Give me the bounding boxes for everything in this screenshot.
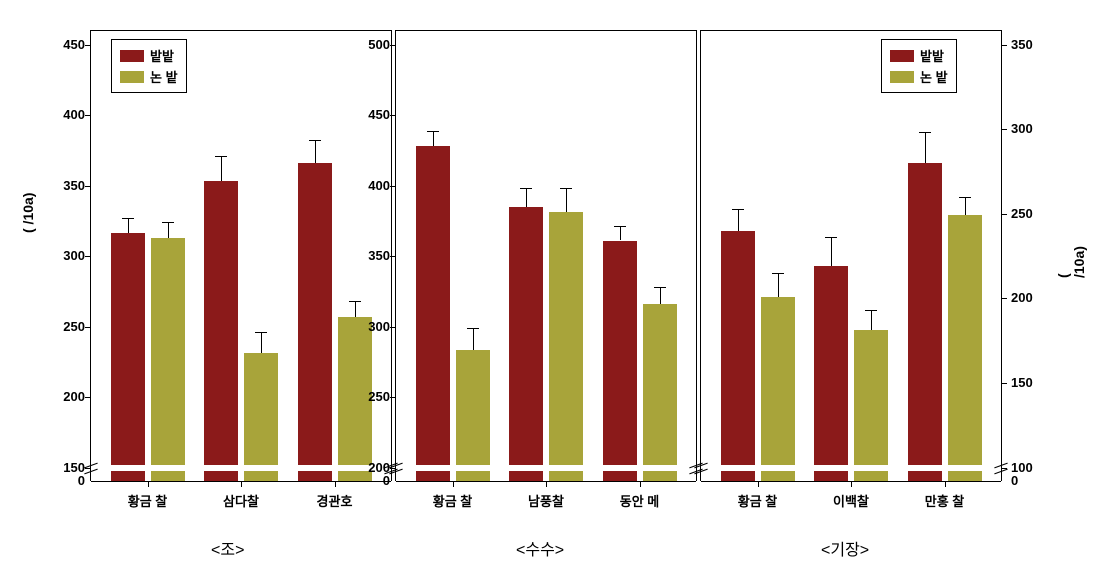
ytick-label: 350	[1011, 37, 1033, 52]
xtick-label: 황금 찰	[423, 491, 483, 510]
bar-series1	[416, 146, 450, 481]
ytick-label: 450	[354, 107, 390, 122]
bar-series2	[244, 353, 278, 481]
ytick-label-zero: 0	[354, 473, 390, 488]
axis-break-icon	[994, 461, 1008, 475]
ytick-label: 400	[354, 178, 390, 193]
y-axis-title-left: ( /10a)	[20, 192, 36, 232]
panel-0: 1502002503003504004500황금 찰삼다찰경관호밭밭논 밭<조>	[90, 30, 392, 481]
axis-break-icon	[84, 461, 98, 475]
xtick-label: 경관호	[305, 491, 365, 510]
ytick-label-zero: 0	[1011, 473, 1018, 488]
ytick-label: 350	[49, 178, 85, 193]
xtick-label: 삼다찰	[211, 491, 271, 510]
bar-series1	[603, 241, 637, 482]
xtick-label: 황금 찰	[118, 491, 178, 510]
bar-series1	[204, 181, 238, 481]
panel-title: <조>	[211, 536, 244, 560]
bar-series2	[456, 350, 490, 481]
legend-swatch-series1	[120, 50, 144, 62]
ytick-label: 300	[354, 319, 390, 334]
bar-series1	[111, 233, 145, 481]
ytick-label: 150	[1011, 375, 1033, 390]
legend-label: 논 밭	[150, 67, 178, 86]
ytick-label: 250	[354, 389, 390, 404]
ytick-label: 250	[1011, 206, 1033, 221]
ytick-label: 300	[1011, 121, 1033, 136]
panel-title: <기장>	[821, 536, 869, 560]
ytick-label: 200	[1011, 290, 1033, 305]
legend-label: 밭밭	[150, 46, 174, 65]
bar-series1	[814, 266, 848, 481]
chart-container: 150 200 250 300 350 400 450 0 황금 찰 삼다찰 경관호 밭밭논 밭 <조>…	[20, 20, 1080, 567]
ytick-label: 450	[49, 37, 85, 52]
xtick-label: 남풍찰	[516, 491, 576, 510]
legend-label: 논 밭	[920, 67, 948, 86]
ytick-label: 300	[49, 248, 85, 263]
xtick-label: 동안 메	[610, 491, 670, 510]
ytick-label: 200	[49, 389, 85, 404]
panel-title: <수수>	[516, 536, 564, 560]
ytick-label: 250	[49, 319, 85, 334]
bar-series1	[298, 163, 332, 481]
bar-series2	[761, 297, 795, 481]
bar-series1	[908, 163, 942, 481]
bar-series2	[854, 330, 888, 481]
y-axis-title-right: ( /10a)	[1055, 246, 1087, 278]
legend-label: 밭밭	[920, 46, 944, 65]
legend-swatch-series2	[890, 71, 914, 83]
bar-series2	[151, 238, 185, 481]
legend-swatch-series1	[890, 50, 914, 62]
ytick-label: 400	[49, 107, 85, 122]
legend-swatch-series2	[120, 71, 144, 83]
bar-series2	[643, 304, 677, 481]
ytick-label: 500	[354, 37, 390, 52]
axis-break-icon	[389, 461, 403, 475]
xtick-label: 이백찰	[821, 491, 881, 510]
legend: 밭밭논 밭	[881, 39, 957, 93]
panel-2: 1001502002503003500황금 찰이백찰만홍 찰밭밭논 밭<기장>	[700, 30, 1002, 481]
axis-break-icon	[694, 461, 708, 475]
bar-series2	[948, 215, 982, 481]
bar-series1	[509, 207, 543, 481]
bar-series2	[549, 212, 583, 481]
ytick-label: 350	[354, 248, 390, 263]
legend: 밭밭논 밭	[111, 39, 187, 93]
bar-series1	[721, 231, 755, 481]
ytick-label-zero: 0	[49, 473, 85, 488]
xtick-label: 만홍 찰	[915, 491, 975, 510]
xtick-label: 황금 찰	[728, 491, 788, 510]
panel-1: 2002503003504004505000황금 찰남풍찰동안 메<수수>	[395, 30, 697, 481]
